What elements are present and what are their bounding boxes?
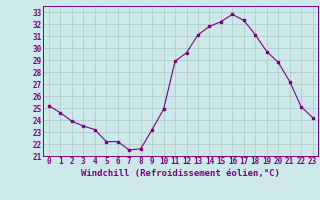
X-axis label: Windchill (Refroidissement éolien,°C): Windchill (Refroidissement éolien,°C) xyxy=(81,169,280,178)
